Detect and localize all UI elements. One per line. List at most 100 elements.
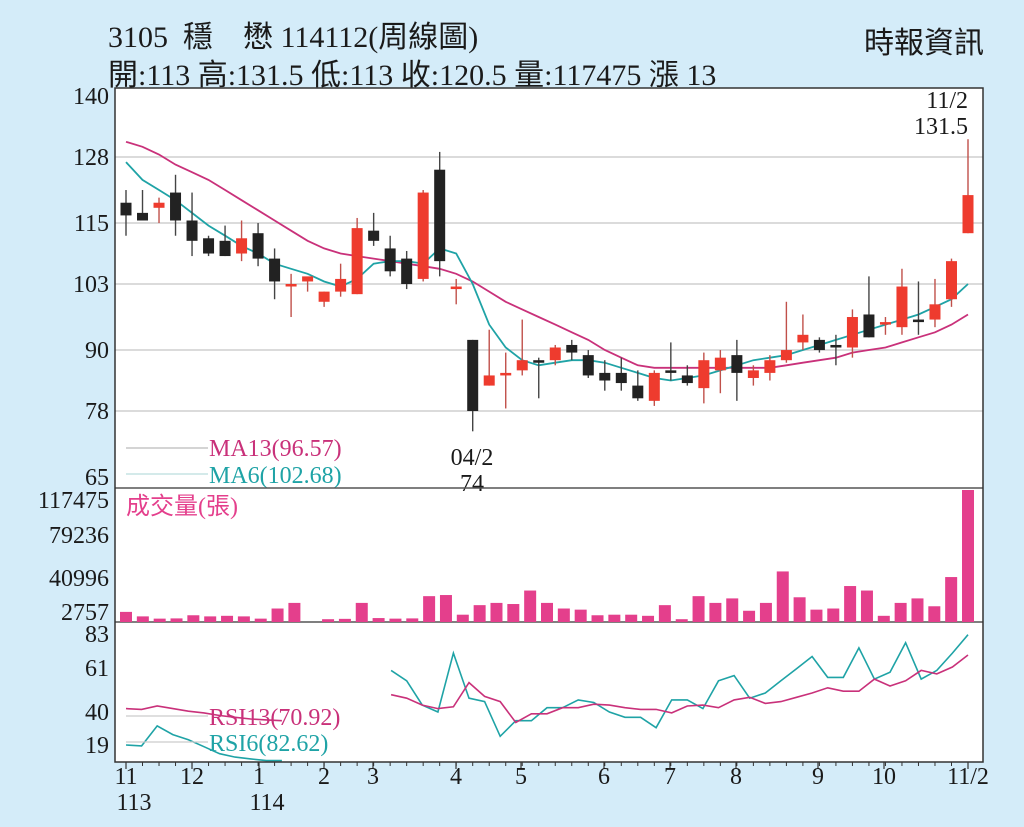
candle-body (582, 355, 594, 376)
y-tick-label: 90 (85, 338, 109, 364)
volume-tick-label: 40996 (49, 566, 109, 592)
volume-bar (608, 614, 621, 622)
candle-body (368, 230, 380, 241)
candle-body (516, 360, 528, 371)
ma6-line (125, 161, 969, 382)
volume-bar (406, 618, 419, 622)
candle-body (219, 240, 231, 257)
candle-body (813, 339, 825, 351)
candle-body (665, 370, 677, 373)
x-tick-year-label: 114 (249, 790, 284, 816)
volume-bar (439, 595, 452, 622)
rsi6-line (125, 634, 969, 762)
volume-bar (136, 616, 149, 622)
volume-bar (389, 618, 402, 622)
y-tick-label: 140 (73, 84, 109, 110)
x-tick-label: 11/2 (947, 764, 989, 790)
volume-bar (187, 615, 200, 622)
candle-body (302, 276, 314, 282)
ma13-line (125, 140, 969, 369)
candle-body (549, 347, 561, 361)
volume-bar (692, 596, 705, 622)
volume-bar (271, 608, 284, 622)
y-tick-label: 78 (85, 399, 109, 425)
candlesticks (120, 139, 974, 432)
x-tick-label: 11 (114, 764, 137, 790)
volume-bar (473, 605, 486, 622)
volume-legend: 成交量(張) (126, 493, 238, 520)
y-tick-label: 128 (73, 145, 109, 171)
candle-body (252, 233, 264, 259)
volume-bar (541, 602, 553, 622)
candle-body (351, 228, 363, 295)
volume-bar (911, 598, 924, 622)
plot-area (115, 88, 983, 762)
x-tick-label: 1 (253, 764, 265, 790)
candle-body (731, 355, 743, 373)
candle-body (698, 360, 710, 389)
volume-tick-label: 2757 (61, 600, 109, 626)
brand-label: 時報資訊 (864, 27, 984, 60)
candle-body (846, 317, 858, 348)
volume-bar (743, 610, 756, 622)
ohlc-summary: 開:113 高:131.5 低:113 收:120.5 量:117475 漲 1… (108, 59, 717, 92)
volume-bar (237, 616, 250, 622)
candle-body (912, 319, 924, 323)
candle-body (566, 344, 578, 353)
volume-bar (120, 611, 132, 622)
candle-body (533, 360, 545, 363)
candle-body (417, 192, 429, 279)
chart-title: 3105 穩 懋 114112(周線圖) (108, 21, 479, 54)
volume-bar (355, 602, 368, 622)
volume-bar (860, 590, 873, 622)
candle-body (153, 202, 165, 208)
volume-tick-label: 117475 (38, 488, 109, 514)
candle-body (450, 286, 462, 290)
volume-bar (456, 614, 469, 622)
volume-bar (254, 618, 267, 622)
volume-bar (658, 605, 671, 622)
candle-body (500, 372, 512, 376)
x-tick-label: 12 (180, 764, 204, 790)
ma13-legend: MA13(96.57) (209, 436, 342, 462)
volume-bar (288, 602, 301, 622)
volume-bar (490, 602, 503, 622)
volume-bar (962, 490, 974, 622)
volume-bar (591, 615, 604, 622)
candle-body (830, 344, 842, 348)
volume-bar (945, 577, 958, 622)
candle-body (483, 375, 495, 386)
candle-body (335, 278, 347, 292)
rsi-tick-label: 19 (85, 733, 109, 759)
candle-body (467, 339, 479, 411)
x-tick-label: 7 (664, 764, 676, 790)
low-date-label: 04/2 (451, 445, 494, 471)
candle-body (929, 304, 941, 320)
candle-body (318, 291, 330, 302)
volume-bar (810, 609, 823, 622)
y-tick-label: 65 (85, 465, 109, 491)
x-tick-year-label: 113 (116, 790, 151, 816)
volume-bar (827, 608, 840, 622)
volume-bar (204, 616, 217, 622)
candle-body (401, 258, 413, 284)
rsi13-line (125, 654, 969, 724)
candle-body (120, 202, 132, 216)
x-tick-label: 5 (515, 764, 527, 790)
candle-body (879, 322, 891, 325)
candle-body (797, 334, 809, 343)
candle-body (269, 258, 281, 282)
x-tick-label: 10 (872, 764, 896, 790)
candle-body (170, 192, 182, 221)
volume-bar (338, 618, 351, 622)
x-tick-label: 3 (367, 764, 379, 790)
low-value-label: 74 (460, 471, 484, 497)
volume-bar (170, 618, 183, 622)
volume-bar (877, 615, 890, 622)
volume-bar (726, 598, 739, 622)
candle-body (945, 261, 957, 300)
x-tick-label: 6 (598, 764, 610, 790)
volume-tick-label: 79236 (49, 523, 109, 549)
x-tick-label: 8 (730, 764, 742, 790)
